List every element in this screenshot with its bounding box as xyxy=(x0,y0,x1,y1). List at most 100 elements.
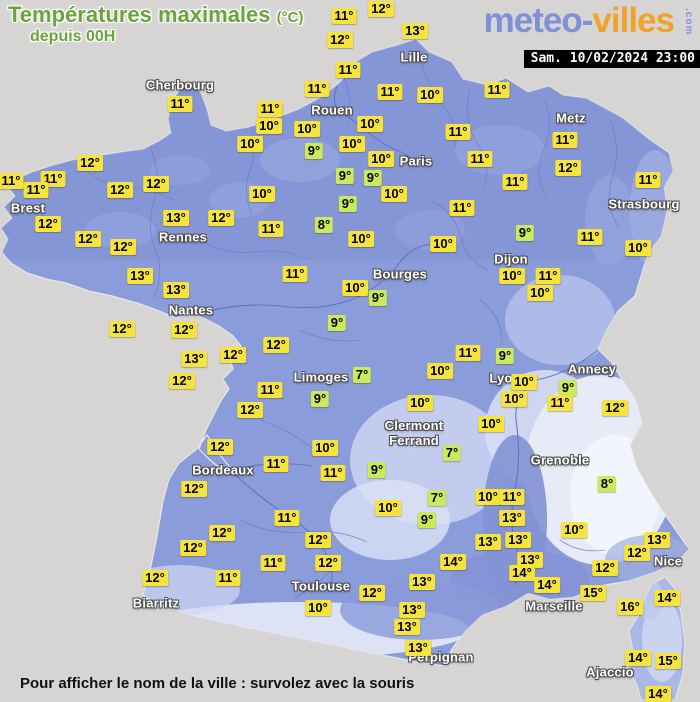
temp-label[interactable]: 12° xyxy=(209,525,235,541)
temp-label[interactable]: 8° xyxy=(314,217,334,233)
temp-label[interactable]: 10° xyxy=(342,280,368,296)
temp-label[interactable]: 14° xyxy=(625,650,651,666)
temp-label[interactable]: 7° xyxy=(442,445,462,461)
temp-label[interactable]: 11° xyxy=(263,456,289,472)
temp-label[interactable]: 12° xyxy=(592,560,618,576)
temp-label[interactable]: 9° xyxy=(558,380,578,396)
temp-label[interactable]: 12° xyxy=(180,540,206,556)
temp-label[interactable]: 7° xyxy=(352,367,372,383)
temp-label[interactable]: 11° xyxy=(445,124,471,140)
temp-label[interactable]: 11° xyxy=(257,382,283,398)
temp-label[interactable]: 10° xyxy=(527,285,553,301)
temp-label[interactable]: 12° xyxy=(237,402,263,418)
temp-label[interactable]: 12° xyxy=(305,532,331,548)
temp-label[interactable]: 11° xyxy=(215,570,241,586)
temp-label[interactable]: 13° xyxy=(499,510,525,526)
temp-label[interactable]: 15° xyxy=(655,653,681,669)
temp-label[interactable]: 11° xyxy=(455,345,481,361)
temp-label[interactable]: 11° xyxy=(260,555,286,571)
temp-label[interactable]: 10° xyxy=(249,186,275,202)
temp-label[interactable]: 14° xyxy=(534,577,560,593)
temp-label[interactable]: 10° xyxy=(339,136,365,152)
temp-label[interactable]: 12° xyxy=(368,1,394,17)
temp-label[interactable]: 13° xyxy=(517,552,543,568)
temp-label[interactable]: 11° xyxy=(547,395,573,411)
temp-label[interactable]: 12° xyxy=(624,545,650,561)
temp-label[interactable]: 14° xyxy=(509,565,535,581)
temp-label[interactable]: 11° xyxy=(377,84,403,100)
temp-label[interactable]: 14° xyxy=(440,554,466,570)
temp-label[interactable]: 11° xyxy=(23,182,49,198)
temp-label[interactable]: 13° xyxy=(163,282,189,298)
temp-label[interactable]: 9° xyxy=(368,290,388,306)
temp-label[interactable]: 12° xyxy=(109,321,135,337)
temp-label[interactable]: 12° xyxy=(602,400,628,416)
temp-label[interactable]: 11° xyxy=(304,81,330,97)
temp-label[interactable]: 16° xyxy=(617,599,643,615)
temp-label[interactable]: 10° xyxy=(430,236,456,252)
temp-label[interactable]: 11° xyxy=(484,82,510,98)
temp-label[interactable]: 11° xyxy=(258,221,284,237)
temp-label[interactable]: 11° xyxy=(257,101,283,117)
temp-label[interactable]: 11° xyxy=(167,96,193,112)
temp-label[interactable]: 10° xyxy=(561,522,587,538)
temp-label[interactable]: 13° xyxy=(163,210,189,226)
temp-label[interactable]: 13° xyxy=(402,23,428,39)
temp-label[interactable]: 12° xyxy=(143,176,169,192)
temp-label[interactable]: 13° xyxy=(394,619,420,635)
temp-label[interactable]: 10° xyxy=(294,121,320,137)
temp-label[interactable]: 11° xyxy=(502,174,528,190)
temp-label[interactable]: 12° xyxy=(142,570,168,586)
temp-label[interactable]: 12° xyxy=(169,373,195,389)
temp-label[interactable]: 10° xyxy=(625,240,651,256)
temp-label[interactable]: 9° xyxy=(335,168,355,184)
temp-label[interactable]: 11° xyxy=(449,200,475,216)
temp-label[interactable]: 12° xyxy=(77,155,103,171)
temp-label[interactable]: 10° xyxy=(499,268,525,284)
temp-label[interactable]: 7° xyxy=(427,490,447,506)
temp-label[interactable]: 14° xyxy=(654,590,680,606)
temp-label[interactable]: 10° xyxy=(381,186,407,202)
temp-label[interactable]: 11° xyxy=(274,510,300,526)
temp-label[interactable]: 10° xyxy=(475,489,501,505)
temp-label[interactable]: 13° xyxy=(399,602,425,618)
temp-label[interactable]: 11° xyxy=(499,489,525,505)
temp-label[interactable]: 11° xyxy=(331,8,357,24)
temp-label[interactable]: 9° xyxy=(310,391,330,407)
temp-label[interactable]: 13° xyxy=(644,532,670,548)
temp-label[interactable]: 11° xyxy=(635,172,661,188)
temp-label[interactable]: 10° xyxy=(375,500,401,516)
temp-label[interactable]: 10° xyxy=(237,136,263,152)
temp-label[interactable]: 10° xyxy=(357,116,383,132)
temp-label[interactable]: 14° xyxy=(645,686,671,702)
temp-label[interactable]: 9° xyxy=(367,462,387,478)
temp-label[interactable]: 11° xyxy=(0,173,24,189)
temp-label[interactable]: 13° xyxy=(405,640,431,656)
temp-label[interactable]: 9° xyxy=(363,170,383,186)
temp-label[interactable]: 10° xyxy=(417,87,443,103)
temp-label[interactable]: 12° xyxy=(110,239,136,255)
temp-label[interactable]: 10° xyxy=(501,391,527,407)
temp-label[interactable]: 10° xyxy=(368,151,394,167)
temp-label[interactable]: 12° xyxy=(181,481,207,497)
temp-label[interactable]: 10° xyxy=(348,231,374,247)
temp-label[interactable]: 12° xyxy=(107,182,133,198)
temp-label[interactable]: 12° xyxy=(171,322,197,338)
temp-label[interactable]: 8° xyxy=(597,476,617,492)
temp-label[interactable]: 13° xyxy=(409,574,435,590)
temp-label[interactable]: 10° xyxy=(511,374,537,390)
temp-label[interactable]: 13° xyxy=(505,532,531,548)
temp-label[interactable]: 11° xyxy=(320,465,346,481)
temp-label[interactable]: 9° xyxy=(304,143,324,159)
temp-label[interactable]: 12° xyxy=(75,231,101,247)
temp-label[interactable]: 13° xyxy=(475,534,501,550)
temp-label[interactable]: 12° xyxy=(263,337,289,353)
temp-label[interactable]: 11° xyxy=(535,268,561,284)
temp-label[interactable]: 12° xyxy=(220,347,246,363)
temp-label[interactable]: 12° xyxy=(208,210,234,226)
temp-label[interactable]: 12° xyxy=(555,160,581,176)
temp-label[interactable]: 12° xyxy=(359,585,385,601)
temp-label[interactable]: 12° xyxy=(35,216,61,232)
temp-label[interactable]: 11° xyxy=(467,151,493,167)
